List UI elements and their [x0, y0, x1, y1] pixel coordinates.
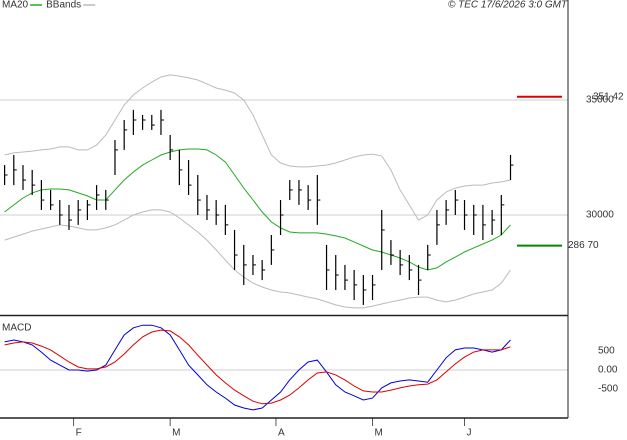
y-tick-label: -500: [598, 384, 618, 395]
x-tick-label: J: [467, 428, 472, 439]
y-tick-label: 35000: [586, 95, 614, 106]
band-lower: [4, 209, 511, 309]
source-note: © TEC 17/6/2026 3:0 GMT: [448, 0, 568, 11]
macd-line: [4, 324, 511, 411]
x-tick-label: M: [375, 428, 383, 439]
price-level-label: 286 70: [568, 240, 599, 251]
ma-line: [4, 148, 511, 271]
x-tick-label: A: [278, 428, 285, 439]
y-tick-label: 0.00: [598, 365, 618, 376]
legend-label: BBands: [46, 0, 81, 11]
macd-title: MACD: [2, 323, 31, 334]
y-tick-label: 30000: [586, 210, 614, 221]
y-tick-label: 500: [598, 346, 615, 357]
x-tick-label: M: [172, 428, 180, 439]
x-tick-label: F: [76, 428, 82, 439]
macd-line: [4, 329, 511, 405]
legend-label: MA20: [2, 0, 29, 11]
band-upper: [4, 74, 511, 221]
price-level-label: 351 42: [593, 91, 624, 102]
